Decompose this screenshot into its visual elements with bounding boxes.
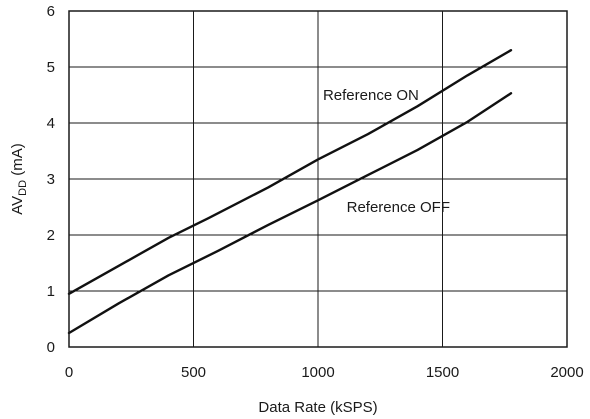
series-labels: Reference ON Reference OFF bbox=[323, 87, 450, 216]
series-line-reference-off bbox=[67, 92, 513, 335]
y-tick-label: 2 bbox=[47, 227, 55, 244]
x-tick-label: 1000 bbox=[301, 364, 334, 381]
series-label-reference-off: Reference OFF bbox=[347, 199, 450, 216]
y-tick-label: 6 bbox=[47, 3, 55, 20]
y-tick-labels: 0 1 2 3 4 5 6 bbox=[47, 3, 55, 356]
x-tick-label: 0 bbox=[65, 364, 73, 381]
x-tick-label: 500 bbox=[181, 364, 206, 381]
series-line-reference-on bbox=[67, 49, 513, 295]
y-axis-label-suffix: (mA) bbox=[9, 143, 26, 180]
plot-frame bbox=[68, 10, 568, 348]
y-axis-label: AVDD (mA) bbox=[9, 143, 29, 214]
y-tick-label: 1 bbox=[47, 283, 55, 300]
x-tick-labels: 0 500 1000 1500 2000 bbox=[65, 364, 584, 381]
series-label-reference-on: Reference ON bbox=[323, 87, 419, 104]
y-tick-label: 4 bbox=[47, 115, 55, 132]
y-tick-label: 0 bbox=[47, 339, 55, 356]
y-tick-label: 5 bbox=[47, 59, 55, 76]
y-axis-label-main: AV bbox=[9, 196, 26, 215]
x-axis-label: Data Rate (kSPS) bbox=[258, 399, 377, 416]
y-axis-label-subscript: DD bbox=[17, 180, 29, 196]
x-tick-label: 2000 bbox=[550, 364, 583, 381]
series-group bbox=[67, 49, 513, 335]
y-tick-label: 3 bbox=[47, 171, 55, 188]
x-tick-label: 1500 bbox=[426, 364, 459, 381]
